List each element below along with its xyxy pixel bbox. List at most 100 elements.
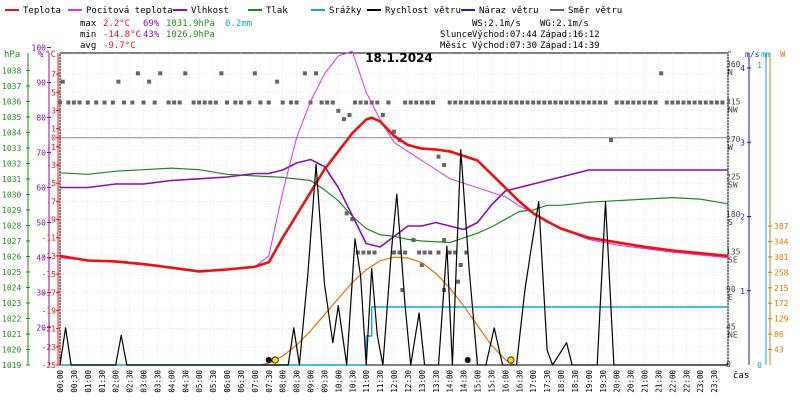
wind-direction-point [375,100,380,105]
wind-direction-point [475,100,480,105]
wind-direction-point [514,100,519,105]
wind-direction-point [202,100,207,105]
time-tick-label: 04:30 [181,370,190,393]
wind-direction-point [520,100,525,105]
legend-item-hum: Vlhkost [173,6,229,16]
temp-tick-label: 7 [51,70,56,79]
wind-direction-point [536,100,541,105]
wind-direction-point [447,250,452,255]
wind-direction-point [553,100,558,105]
wind-direction-point [664,100,669,105]
moon-set: Západ:14:39 [540,41,600,51]
wind-direction-point [714,100,719,105]
wind-direction-point [458,263,463,267]
astro-markers [265,356,515,364]
wind-direction-point [581,100,586,105]
wind-direction-point [252,71,257,76]
grid [59,53,729,365]
time-tick-label: 08:30 [293,370,302,393]
wind-direction-point [653,100,658,105]
wind-direction-point [392,250,396,255]
pct-tick-label: 80 [36,114,46,123]
mm-tick-label: 0 [757,361,762,370]
time-tick-label: 00:30 [70,370,79,393]
deg-tick-label: 315 [726,98,741,107]
wind-direction-point [314,71,319,76]
wind-wg: WG:2.1m/s [540,19,589,29]
unit-ms: m/s [745,50,760,59]
wind-direction-point [508,100,513,105]
wind-direction-point [681,100,686,105]
time-tick-label: 19:30 [599,370,608,393]
legend-item-feels: Pocitová teplota [68,6,173,16]
wind-direction-point [559,100,563,105]
hpa-tick-label: 1031 [2,175,21,184]
legend-label-press: Tlak [266,6,288,16]
stats-max-temp: 2.2°C [103,19,130,29]
unit-deg: ° [727,50,732,60]
sun-rise: Východ:07:44 [472,30,537,40]
wind-ws: WS:2.1m/s [472,19,521,29]
wind-direction-point [403,100,408,105]
wind-direction-point [456,279,461,284]
wind-direction-point [116,79,121,84]
wind-direction-point [94,100,99,105]
wind-direction-point [353,100,358,105]
wind-direction-point [564,100,569,105]
temp-tick-label: -3 [46,161,56,170]
wind-direction-point [403,250,408,255]
wind-direction-point [361,250,366,255]
temp-tick-label: 0 [51,134,56,143]
wind-direction-point [436,154,441,159]
dir-tick-label: E [728,293,733,302]
wind-direction-point [531,100,536,105]
time-tick-label: 12:00 [390,370,399,393]
wind-direction-point [547,100,552,105]
w-tick-label: 387 [774,222,789,231]
hpa-tick-label: 1021 [2,330,21,339]
hpa-tick-label: 1036 [2,97,21,106]
wind-direction-point [191,100,196,105]
time-tick-label: 15:30 [487,370,496,393]
wind-direction-point [152,100,157,105]
time-tick-label: 16:30 [515,370,524,393]
wind-direction-point [419,263,424,267]
time-axis-label: čas [733,370,749,381]
wind-direction-point [447,100,452,105]
hpa-tick-label: 1034 [2,128,21,137]
time-tick-label: 11:00 [362,370,371,393]
pct-tick-label: 90 [36,79,46,88]
moon-rise: Východ:07:30 [472,41,537,51]
wind-direction-point [625,100,630,105]
hpa-tick-label: 1019 [2,361,21,370]
time-tick-label: 05:00 [195,370,204,393]
wind-direction-point [609,138,614,142]
hpa-tick-label: 1030 [2,190,21,199]
wind-direction-point [469,100,474,105]
wind-direction-point [364,100,369,105]
time-tick-label: 01:30 [98,370,107,393]
dir-tick-label: NW [728,106,738,115]
stats-min-label: min [80,30,96,40]
time-tick-label: 19:00 [585,370,594,393]
humidity-line [60,158,728,248]
pct-tick-label: 60 [36,184,46,193]
w-tick-label: 258 [774,268,789,277]
time-tick-label: 23:00 [696,370,705,393]
dir-tick-label: SW [728,181,738,190]
dir-tick-label: NE [728,331,738,340]
legend-item-temp: Teplota [5,6,61,16]
wind-direction-point [102,100,107,105]
wind-direction-point [419,100,424,105]
wind-direction-point [425,100,430,105]
dir-tick-label: N [728,68,733,77]
time-tick-label: 13:00 [418,370,427,393]
hpa-tick-label: 1028 [2,221,21,230]
wind-direction-point [492,100,497,105]
legend-item-press: Tlak [248,6,288,16]
temp-tick-label: -9 [46,216,56,225]
wind-direction-point [372,250,377,255]
stats-block: max 2.2°C 69% 1031.9hPa 0.2mm min -14.8°… [80,19,252,51]
wind-direction-point [458,100,463,105]
